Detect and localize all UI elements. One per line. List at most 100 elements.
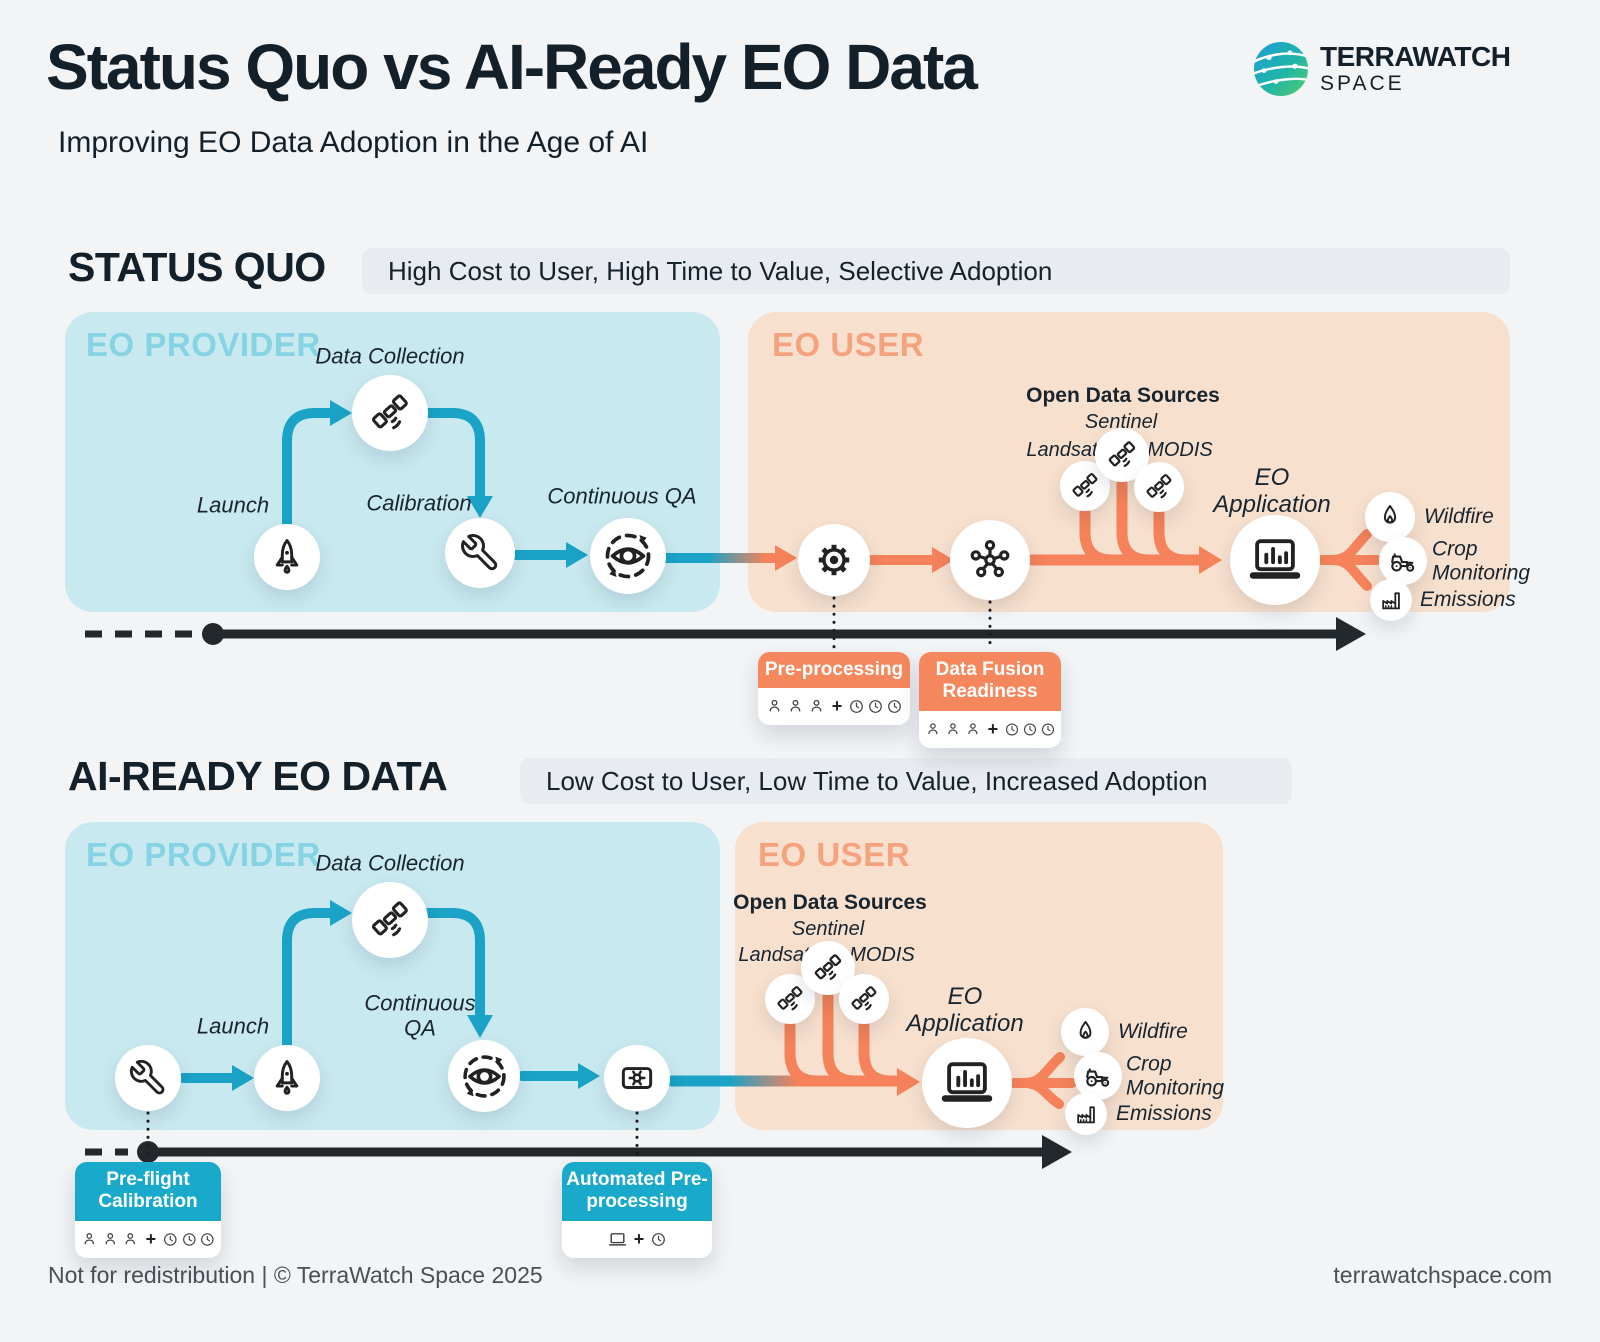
tractor-icon xyxy=(1391,553,1415,572)
node-calibration xyxy=(445,518,515,588)
person-icon xyxy=(769,700,780,712)
label-sentinel: Sentinel xyxy=(791,917,865,940)
node-label-calibration: Calibration xyxy=(366,490,472,516)
person-icon xyxy=(125,1232,136,1245)
node-label-launch: Launch xyxy=(196,492,270,518)
laptop-icon xyxy=(608,1232,626,1246)
laptop-chart-icon xyxy=(1246,531,1304,589)
status-quo-heading: STATUS QUO xyxy=(68,244,326,290)
badge-preflight-title: Pre-flight Calibration xyxy=(75,1162,221,1221)
ai-provider-arrows xyxy=(178,900,600,1091)
node-data-fusion xyxy=(950,520,1030,600)
node-launch xyxy=(254,1045,320,1111)
label-eo-application: EO Application xyxy=(906,983,1024,1037)
clock-icon xyxy=(182,1233,196,1246)
logo-sub: SPACE xyxy=(1320,71,1405,95)
node-label-continuous-qa: Continuous QA xyxy=(364,990,476,1040)
clock-icon xyxy=(888,700,902,714)
satellite-icon xyxy=(371,393,409,430)
clock-icon xyxy=(201,1233,214,1246)
plus-sign: + xyxy=(831,696,843,717)
node-launch xyxy=(254,524,320,590)
page-subtitle: Improving EO Data Adoption in the Age of… xyxy=(58,126,649,159)
ai-user-flow xyxy=(666,991,1077,1109)
auto-process-icon xyxy=(621,1067,653,1089)
sq-timeline xyxy=(85,596,1366,652)
tractor-icon xyxy=(1086,1068,1110,1087)
node-label-launch: Launch xyxy=(196,1013,270,1039)
page-title: Status Quo vs AI-Ready EO Data xyxy=(46,31,978,103)
ai-ready-heading: AI-READY EO DATA xyxy=(68,753,448,799)
wrench-icon xyxy=(461,534,498,571)
satellite-icon xyxy=(1108,440,1136,468)
sq-provider-arrows xyxy=(282,400,588,568)
footer-website-link[interactable]: terrawatchspace.com xyxy=(1333,1262,1552,1288)
label-emissions: Emissions xyxy=(1420,588,1516,612)
plus-sign: + xyxy=(987,718,999,739)
node-modis xyxy=(1134,462,1184,512)
label-eo-application: EO Application xyxy=(1213,464,1331,518)
badge-preflight-calibration: Pre-flight Calibration + xyxy=(75,1162,221,1258)
eye-qa-icon xyxy=(462,1054,506,1098)
node-automated-preprocessing xyxy=(604,1045,670,1111)
label-wildfire: Wildfire xyxy=(1118,1020,1188,1044)
ai-ready-tagline: Low Cost to User, Low Time to Value, Inc… xyxy=(520,758,1292,804)
satellite-icon xyxy=(1071,472,1098,498)
label-landsat: Landsat xyxy=(1026,438,1098,461)
badge-preprocessing: Pre-processing + xyxy=(758,652,910,726)
status-quo-tagline: High Cost to User, High Time to Value, S… xyxy=(362,248,1510,294)
sq-provider-label: EO PROVIDER xyxy=(86,326,321,363)
globe-logo-icon xyxy=(1254,42,1308,96)
badge-data-fusion-title: Data Fusion Readiness xyxy=(919,652,1061,711)
clock-icon xyxy=(652,1232,666,1246)
person-icon xyxy=(948,723,958,735)
sq-user-flow xyxy=(661,478,1382,591)
rocket-icon xyxy=(275,1060,299,1095)
node-modis xyxy=(839,974,889,1024)
label-emissions: Emissions xyxy=(1116,1102,1212,1126)
satellite-icon xyxy=(371,900,409,937)
node-preprocessing xyxy=(798,524,870,596)
badge-data-fusion-cost: + xyxy=(919,710,1061,748)
eye-qa-icon xyxy=(605,533,651,579)
satellite-icon xyxy=(850,985,877,1011)
clock-icon xyxy=(850,700,864,714)
flame-icon xyxy=(1079,1020,1091,1039)
open-data-sources-title: Open Data Sources xyxy=(733,891,927,915)
logo-name: TERRAWATCH xyxy=(1320,41,1511,73)
wrench-icon xyxy=(129,1059,165,1095)
hub-icon xyxy=(970,539,1010,578)
node-crop-monitoring xyxy=(1074,1052,1122,1100)
label-landsat: Landsat xyxy=(738,943,810,966)
badge-preprocessing-title: Pre-processing xyxy=(758,652,910,689)
person-icon xyxy=(928,723,938,735)
satellite-icon xyxy=(814,953,842,981)
node-emissions xyxy=(1065,1093,1107,1135)
node-eo-application xyxy=(1230,515,1320,605)
node-label-data-collection: Data Collection xyxy=(315,343,465,369)
node-label-continuous-qa: Continuous QA xyxy=(547,483,697,509)
node-continuous-qa xyxy=(590,518,666,594)
flame-icon xyxy=(1383,505,1397,524)
satellite-icon xyxy=(776,985,803,1011)
gear-icon xyxy=(812,538,856,582)
laptop-chart-icon xyxy=(938,1054,996,1112)
node-data-collection xyxy=(352,375,428,451)
node-preflight-calibration xyxy=(115,1045,181,1111)
clock-icon xyxy=(1024,723,1037,736)
ai-user-label: EO USER xyxy=(758,836,911,873)
label-crop-monitoring: Crop Monitoring xyxy=(1126,1052,1225,1099)
satellite-icon xyxy=(1145,473,1172,499)
node-wildfire xyxy=(1061,1008,1109,1056)
node-emissions xyxy=(1370,579,1412,621)
factory-icon xyxy=(1381,591,1400,609)
label-wildfire: Wildfire xyxy=(1424,505,1494,529)
label-modis: MODIS xyxy=(849,943,915,966)
badge-automated-cost: + xyxy=(562,1220,712,1258)
label-modis: MODIS xyxy=(1147,438,1213,461)
node-data-collection xyxy=(352,882,428,958)
factory-icon xyxy=(1076,1105,1095,1123)
node-label-data-collection: Data Collection xyxy=(315,850,465,876)
